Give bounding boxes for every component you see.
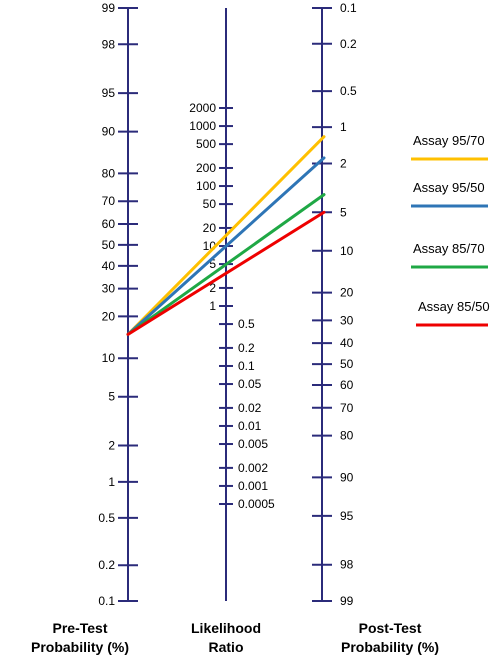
- pretest-tick-label: 90: [102, 125, 116, 139]
- pretest-tick-label: 1: [108, 475, 115, 489]
- pretest-axis-title-line1: Pre-Test: [53, 620, 108, 636]
- likelihood-tick-label: 0.05: [238, 377, 262, 391]
- posttest-tick-label: 1: [340, 120, 347, 134]
- likelihood-tick-label: 0.005: [238, 437, 268, 451]
- likelihood-tick-label: 500: [196, 137, 216, 151]
- likelihood-tick-label: 0.1: [238, 359, 255, 373]
- posttest-axis-title-line1: Post-Test: [359, 620, 422, 636]
- likelihood-tick-label: 0.002: [238, 461, 268, 475]
- likelihood-tick-label: 100: [196, 179, 216, 193]
- posttest-axis-title-line2: Probability (%): [341, 639, 439, 655]
- posttest-tick-label: 30: [340, 313, 354, 327]
- posttest-tick-label: 20: [340, 286, 354, 300]
- posttest-tick-label: 95: [340, 509, 354, 523]
- series-line-2: [126, 156, 326, 336]
- likelihood-tick-label: 2000: [189, 101, 216, 115]
- likelihood-tick-label: 0.001: [238, 479, 268, 493]
- likelihood-tick-label: 0.01: [238, 419, 262, 433]
- pretest-tick-label: 70: [102, 194, 116, 208]
- legend-label-1: Assay 95/70: [413, 133, 485, 148]
- pretest-tick-label: 5: [108, 390, 115, 404]
- pretest-tick-label: 30: [102, 282, 116, 296]
- likelihood-tick-label: 200: [196, 161, 216, 175]
- posttest-tick-label: 0.2: [340, 37, 357, 51]
- pretest-tick-label: 10: [102, 351, 116, 365]
- posttest-tick-label: 50: [340, 357, 354, 371]
- legend-label-4: Assay 85/50: [418, 299, 490, 314]
- likelihood-tick-label: 1: [209, 299, 216, 313]
- posttest-tick-label: 5: [340, 205, 347, 219]
- series-line-4: [126, 210, 326, 336]
- likelihood-tick-label: 0.5: [238, 317, 255, 331]
- pretest-tick-label: 0.1: [98, 594, 115, 608]
- pretest-tick-label: 40: [102, 259, 116, 273]
- legend-label-3: Assay 85/70: [413, 241, 485, 256]
- likelihood-tick-label: 1000: [189, 119, 216, 133]
- posttest-tick-label: 60: [340, 378, 354, 392]
- series-line-3: [126, 193, 326, 336]
- pretest-tick-label: 20: [102, 309, 116, 323]
- legend: Assay 95/70 Assay 95/50 Assay 85/70 Assay 8…: [411, 133, 490, 327]
- series-lines: [126, 135, 326, 336]
- posttest-tick-label: 80: [340, 429, 354, 443]
- posttest-tick-label: 99: [340, 594, 354, 608]
- pretest-tick-label: 0.2: [98, 558, 115, 572]
- posttest-tick-label: 2: [340, 156, 347, 170]
- legend-label-2: Assay 95/50: [413, 180, 485, 195]
- posttest-tick-label: 10: [340, 244, 354, 258]
- likelihood-axis-title-line1: Likelihood: [191, 620, 261, 636]
- posttest-tick-label: 0.5: [340, 84, 357, 98]
- likelihood-tick-label: 0.02: [238, 401, 262, 415]
- likelihood-tick-label: 50: [203, 197, 217, 211]
- likelihood-axis-title-line2: Ratio: [209, 639, 244, 655]
- posttest-tick-label: 40: [340, 336, 354, 350]
- series-line-1: [126, 135, 326, 336]
- pretest-tick-label: 60: [102, 217, 116, 231]
- likelihood-tick-label: 2: [209, 281, 216, 295]
- pretest-tick-label: 50: [102, 238, 116, 252]
- pretest-tick-label: 2: [108, 439, 115, 453]
- pretest-axis-title-line2: Probability (%): [31, 639, 129, 655]
- pretest-tick-label: 80: [102, 166, 116, 180]
- likelihood-tick-label: 20: [203, 221, 217, 235]
- axes-layer: 0.1 0.2 0.5 1 2 5 10 20 30 40 50 60 70 80 90 95 98 99 99 98…: [98, 1, 357, 608]
- pretest-tick-label: 95: [102, 86, 116, 100]
- posttest-tick-label: 90: [340, 470, 354, 484]
- likelihood-tick-label: 0.2: [238, 341, 255, 355]
- posttest-tick-label: 98: [340, 558, 354, 572]
- posttest-tick-label: 0.1: [340, 1, 357, 15]
- likelihood-tick-label: 0.0005: [238, 497, 275, 511]
- pretest-tick-label: 0.5: [98, 511, 115, 525]
- posttest-tick-label: 70: [340, 401, 354, 415]
- pretest-tick-label: 99: [102, 1, 116, 15]
- likelihood-tick-label: 5: [209, 257, 216, 271]
- pretest-tick-label: 98: [102, 37, 116, 51]
